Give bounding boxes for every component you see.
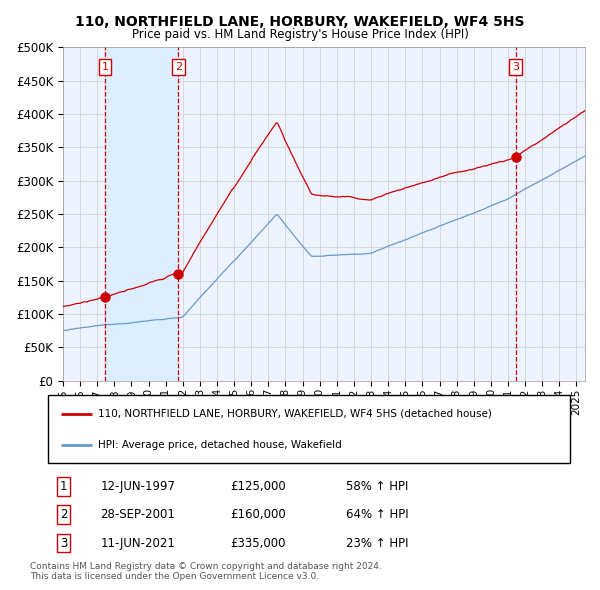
Text: £125,000: £125,000 xyxy=(230,480,286,493)
Text: Price paid vs. HM Land Registry's House Price Index (HPI): Price paid vs. HM Land Registry's House … xyxy=(131,28,469,41)
Text: 1: 1 xyxy=(101,62,109,72)
Text: 23% ↑ HPI: 23% ↑ HPI xyxy=(346,536,408,549)
Text: £160,000: £160,000 xyxy=(230,508,286,522)
Text: 3: 3 xyxy=(60,536,67,549)
Bar xyxy=(105,47,178,381)
Text: 2: 2 xyxy=(60,508,67,522)
Text: 110, NORTHFIELD LANE, HORBURY, WAKEFIELD, WF4 5HS (detached house): 110, NORTHFIELD LANE, HORBURY, WAKEFIELD… xyxy=(98,409,491,419)
Text: £335,000: £335,000 xyxy=(230,536,286,549)
Text: 64% ↑ HPI: 64% ↑ HPI xyxy=(346,508,408,522)
Text: 11-JUN-2021: 11-JUN-2021 xyxy=(100,536,175,549)
Text: 58% ↑ HPI: 58% ↑ HPI xyxy=(346,480,408,493)
Text: 2: 2 xyxy=(175,62,182,72)
Text: 12-JUN-1997: 12-JUN-1997 xyxy=(100,480,175,493)
FancyBboxPatch shape xyxy=(48,395,570,463)
Text: Contains HM Land Registry data © Crown copyright and database right 2024.
This d: Contains HM Land Registry data © Crown c… xyxy=(30,562,382,581)
Text: 3: 3 xyxy=(512,62,519,72)
Text: 110, NORTHFIELD LANE, HORBURY, WAKEFIELD, WF4 5HS: 110, NORTHFIELD LANE, HORBURY, WAKEFIELD… xyxy=(75,15,525,29)
Text: 28-SEP-2001: 28-SEP-2001 xyxy=(100,508,175,522)
Text: HPI: Average price, detached house, Wakefield: HPI: Average price, detached house, Wake… xyxy=(98,440,341,450)
Text: 1: 1 xyxy=(60,480,67,493)
